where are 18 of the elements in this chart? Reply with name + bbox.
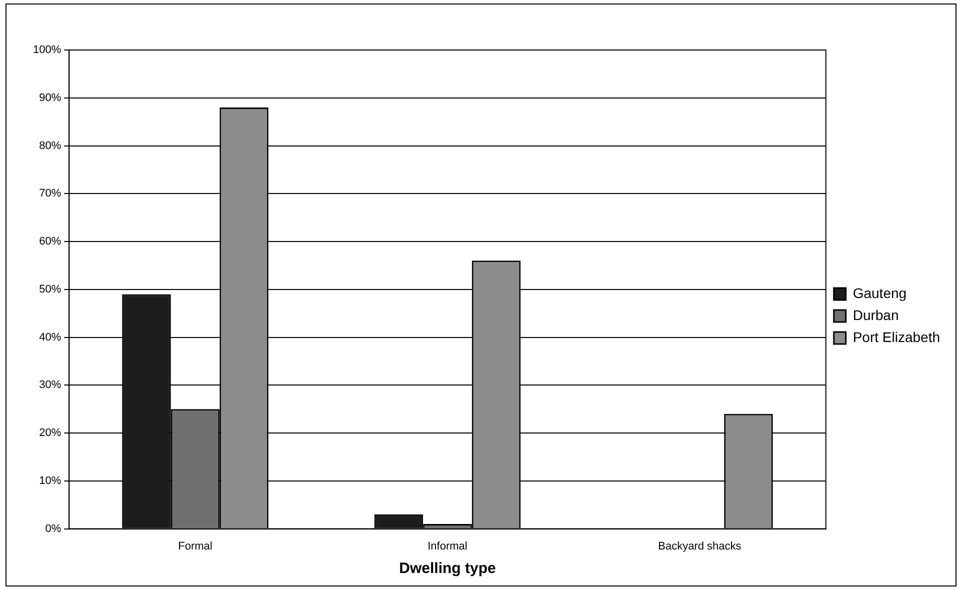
x-tick-label: Formal [178, 540, 212, 552]
y-tick-label: 90% [39, 92, 62, 104]
x-tick-label: Informal [428, 540, 468, 552]
y-tick-label: 0% [45, 522, 62, 535]
y-tick-label: 30% [39, 379, 62, 392]
x-axis-title: Dwelling type [399, 560, 496, 578]
y-tick-label: 100% [32, 44, 62, 56]
legend-label: Durban [852, 306, 899, 323]
y-tick-label: 10% [39, 474, 62, 487]
y-tick-label: 50% [39, 283, 62, 296]
x-tick-label: Backyard shacks [658, 540, 742, 552]
legend-label: Port Elizabeth [852, 328, 940, 345]
y-tick-label: 80% [39, 140, 62, 152]
y-tick-label: 20% [39, 427, 62, 440]
y-tick-label: 60% [39, 236, 62, 248]
y-tick-label: 70% [39, 188, 62, 200]
legend-label: Gauteng [852, 284, 907, 301]
y-tick-label: 40% [39, 331, 62, 344]
